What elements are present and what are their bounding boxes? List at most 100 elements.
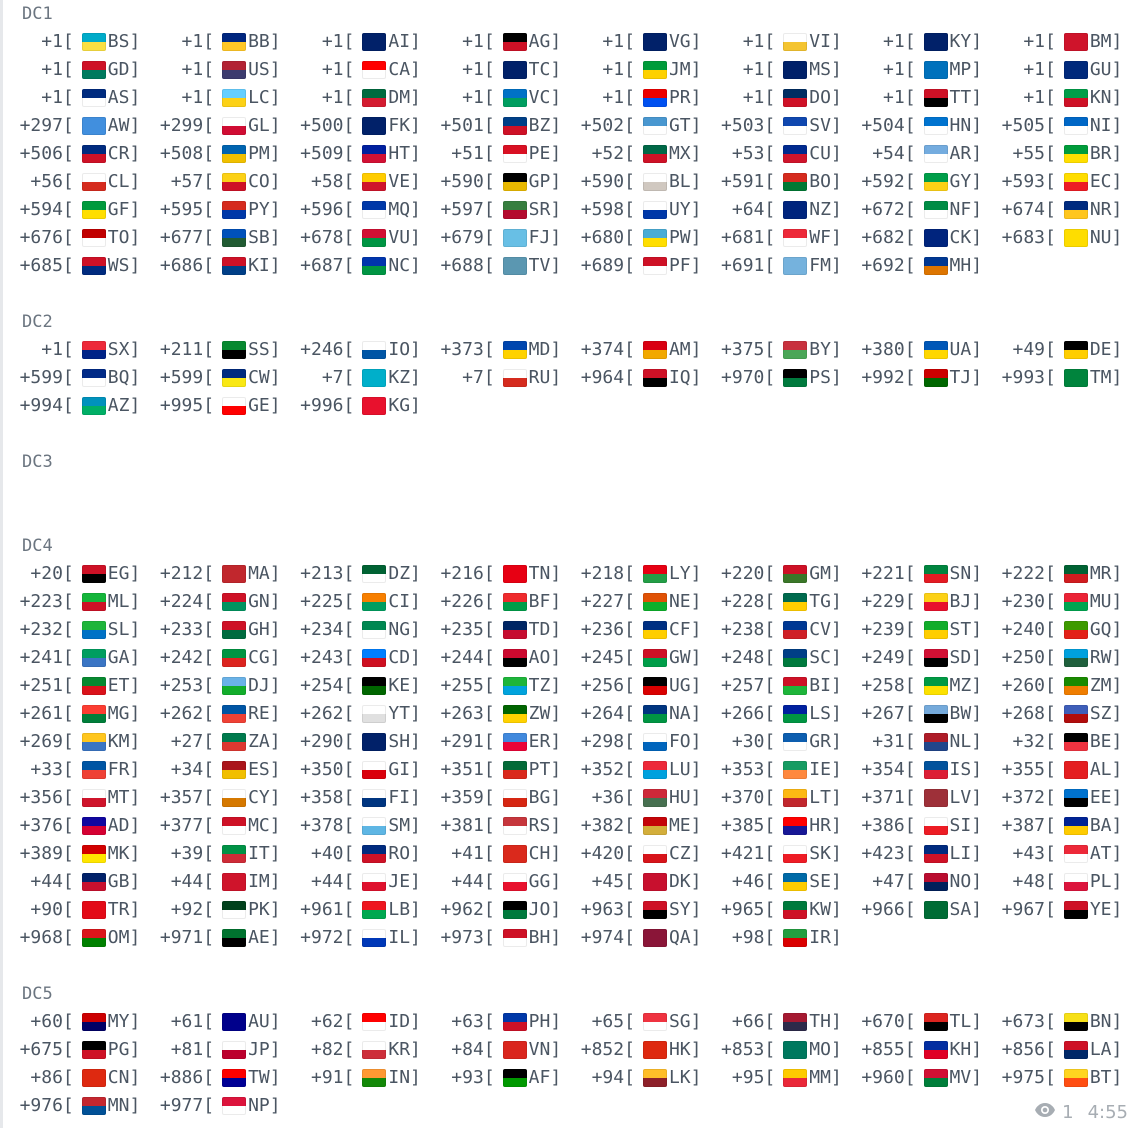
dial-code: +216 (440, 563, 484, 584)
country-iso-code: QA (668, 927, 691, 948)
flag-icon (81, 257, 106, 275)
dial-code: +255 (440, 675, 484, 696)
flag-icon (81, 229, 106, 247)
bracket: ] (410, 927, 421, 948)
bracket: [ (904, 871, 916, 892)
flag-icon (502, 929, 527, 947)
country-iso-code: SR (528, 199, 551, 220)
bracket: ] (971, 87, 983, 108)
bracket: ] (550, 367, 562, 388)
flag-icon (81, 341, 106, 359)
flag-icon (81, 117, 106, 135)
dial-code: +256 (580, 675, 625, 696)
country-iso-code: OM (107, 927, 130, 948)
country-iso-code: IS (949, 759, 972, 780)
bracket: [ (203, 115, 215, 136)
dial-code: +46 (731, 871, 765, 892)
dial-code: +53 (731, 143, 765, 164)
bracket: [ (343, 255, 355, 276)
bracket: [ (62, 367, 74, 388)
country-code-entry: +41[CH] (421, 840, 561, 868)
country-iso-code: ST (949, 619, 972, 640)
bracket: ] (1111, 339, 1123, 360)
flag-icon (81, 593, 106, 611)
dial-code: +7 (462, 367, 484, 388)
bracket: ] (1111, 787, 1123, 808)
bracket: [ (343, 759, 355, 780)
dial-code: +680 (580, 227, 625, 248)
country-iso-code: AI (388, 31, 411, 52)
country-iso-code: AO (528, 647, 551, 668)
bracket: ] (1111, 87, 1123, 108)
country-iso-code: LK (668, 1067, 691, 1088)
bracket: ] (550, 731, 562, 752)
dial-code: +376 (19, 815, 63, 836)
country-iso-code: SI (949, 815, 972, 836)
flag-icon (1063, 705, 1088, 723)
bracket: [ (62, 731, 74, 752)
country-code-entry: +972[IL] (281, 924, 421, 952)
dial-code: +55 (1012, 143, 1045, 164)
country-code-entry: +31[NL] (842, 728, 982, 756)
bracket: [ (764, 367, 776, 388)
bracket: [ (203, 1011, 215, 1032)
bracket: [ (62, 87, 74, 108)
bracket: ] (830, 367, 842, 388)
bracket: [ (483, 563, 495, 584)
dial-code: +44 (311, 871, 344, 892)
flag-icon (222, 89, 247, 107)
section-title: DC5 (22, 984, 53, 1004)
bracket: ] (129, 647, 141, 668)
flag-icon (1063, 761, 1088, 779)
country-code-entry: +230[MU] (982, 588, 1123, 616)
flag-icon (642, 257, 667, 275)
country-iso-code: SS (248, 339, 270, 360)
bracket: [ (483, 339, 495, 360)
dial-code: +350 (300, 759, 344, 780)
bracket: ] (269, 899, 281, 920)
country-iso-code: GF (107, 199, 130, 220)
dial-code: +967 (1001, 899, 1045, 920)
country-code-entry: +679[FJ] (421, 224, 561, 252)
country-code-entry: +855[KH] (842, 1036, 982, 1064)
country-iso-code: PG (107, 1039, 130, 1060)
bracket: ] (830, 759, 842, 780)
country-iso-code: LV (949, 787, 972, 808)
country-iso-code: SC (809, 647, 831, 668)
country-code-entry: +1[TC] (421, 56, 561, 84)
flag-icon (783, 145, 808, 163)
bracket: ] (129, 1011, 141, 1032)
bracket: [ (624, 339, 635, 360)
bracket: [ (343, 1067, 355, 1088)
bracket: ] (550, 339, 562, 360)
flag-icon (783, 1041, 808, 1059)
flag-icon (783, 229, 808, 247)
country-code-entry: +506[CR] (0, 140, 141, 168)
flag-icon (222, 761, 247, 779)
country-iso-code: TG (809, 591, 831, 612)
dial-code: +44 (451, 871, 484, 892)
flag-icon (502, 817, 527, 835)
dial-code: +1 (41, 31, 63, 52)
bracket: [ (624, 227, 635, 248)
country-code-entry: +590[BL] (561, 168, 702, 196)
bracket: [ (343, 171, 355, 192)
bracket: ] (690, 367, 702, 388)
bracket: ] (550, 1039, 562, 1060)
flag-icon (81, 1097, 106, 1115)
bracket: [ (483, 619, 495, 640)
flag-icon (81, 33, 106, 51)
flag-icon (81, 61, 106, 79)
dial-code: +33 (30, 759, 63, 780)
bracket: ] (830, 731, 842, 752)
bracket: ] (410, 143, 421, 164)
country-iso-code: BG (528, 787, 551, 808)
country-code-entry: +65[SG] (561, 1008, 702, 1036)
dial-code: +240 (1001, 619, 1045, 640)
country-iso-code: GH (248, 619, 270, 640)
country-iso-code: IM (248, 871, 270, 892)
flag-icon (783, 341, 808, 359)
dial-code: +45 (591, 871, 625, 892)
bracket: ] (410, 227, 421, 248)
bracket: ] (550, 647, 562, 668)
